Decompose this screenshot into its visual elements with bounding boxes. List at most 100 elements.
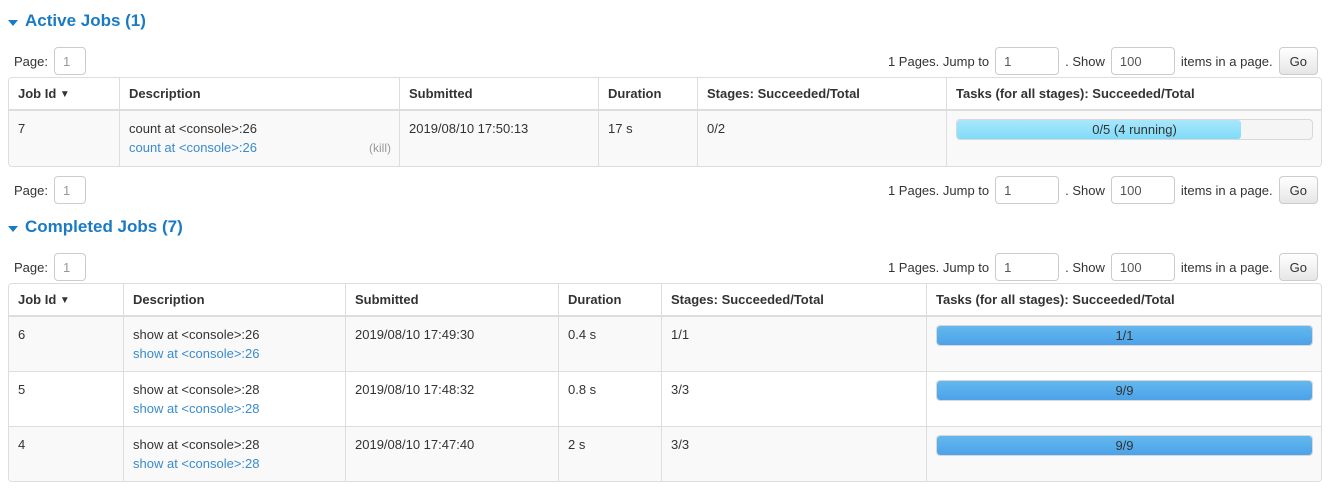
description-text: show at <console>:28: [133, 437, 260, 452]
cell-stages: 1/1: [662, 317, 927, 371]
items-in-page-label: items in a page.: [1180, 182, 1273, 198]
tasks-progress-label: 0/5 (4 running): [1092, 122, 1177, 137]
table-row: 7 count at <console>:26 count at <consol…: [9, 111, 1321, 166]
cell-job-id: 5: [9, 371, 124, 426]
cell-description: show at <console>:28 show at <console>:28: [124, 426, 346, 481]
column-header-submitted[interactable]: Submitted: [346, 284, 559, 317]
show-label: . Show: [1065, 259, 1105, 275]
tasks-progress-bar: 0/5 (4 running): [956, 119, 1313, 140]
cell-stages: 3/3: [662, 371, 927, 426]
sort-descending-icon: ▼: [59, 89, 70, 100]
cell-description: show at <console>:28 show at <console>:28: [124, 371, 346, 426]
show-label: . Show: [1065, 182, 1105, 198]
completed-page-right-group: 1 Pages. Jump to . Show items in a page.…: [888, 253, 1318, 281]
column-header-submitted[interactable]: Submitted: [400, 78, 599, 111]
items-in-page-label: items in a page.: [1180, 53, 1273, 69]
tasks-progress-fill: [957, 120, 1241, 139]
active-go-button[interactable]: Go: [1278, 47, 1318, 75]
tasks-progress-fill: [937, 326, 1312, 345]
tasks-progress-bar: 1/1: [936, 325, 1313, 346]
cell-description: count at <console>:26 count at <console>…: [120, 111, 400, 166]
column-header-job-id-label: Job Id: [18, 86, 57, 101]
column-header-job-id-label: Job Id: [18, 292, 57, 307]
description-text: show at <console>:26: [133, 327, 260, 342]
column-header-stages[interactable]: Stages: Succeeded/Total: [662, 284, 927, 317]
table-row: 4 show at <console>:28 show at <console>:2…: [9, 426, 1321, 481]
pages-jump-label: 1 Pages. Jump to: [887, 259, 990, 275]
sort-descending-icon: ▼: [59, 295, 70, 306]
cell-duration: 17 s: [599, 111, 698, 166]
cell-tasks: 9/9: [927, 426, 1321, 481]
cell-job-id: 7: [9, 111, 120, 166]
tasks-progress-label: 1/1: [1115, 328, 1134, 343]
cell-submitted: 2019/08/10 17:48:32: [346, 371, 559, 426]
active-page-number-input[interactable]: [53, 47, 86, 75]
active-jump-to-input[interactable]: [995, 47, 1060, 75]
page-label: Page:: [14, 182, 48, 198]
description-text: count at <console>:26: [129, 121, 257, 136]
active-jobs-heading[interactable]: Active Jobs (1): [8, 10, 1320, 32]
table-row: 6 show at <console>:26 show at <console>:2…: [9, 317, 1321, 371]
cell-stages: 3/3: [662, 426, 927, 481]
description-link-row: show at <console>:28: [133, 399, 337, 418]
tasks-progress-label: 9/9: [1115, 383, 1134, 398]
tasks-progress-bar: 9/9: [936, 435, 1313, 456]
active-page-number-input-bottom[interactable]: [53, 176, 86, 204]
job-description-link[interactable]: show at <console>:26: [133, 346, 260, 361]
column-header-duration[interactable]: Duration: [599, 78, 698, 111]
cell-job-id: 4: [9, 426, 124, 481]
kill-job-link[interactable]: (kill): [369, 141, 391, 155]
tasks-progress-bar: 9/9: [936, 380, 1313, 401]
cell-submitted: 2019/08/10 17:49:30: [346, 317, 559, 371]
cell-duration: 0.4 s: [559, 317, 662, 371]
tasks-progress-fill: [937, 436, 1312, 455]
items-in-page-label: items in a page.: [1180, 259, 1273, 275]
completed-jobs-heading[interactable]: Completed Jobs (7): [8, 216, 1320, 238]
column-header-job-id[interactable]: Job Id ▼: [9, 284, 124, 317]
pages-jump-label: 1 Pages. Jump to: [887, 182, 990, 198]
job-description-link[interactable]: show at <console>:28: [133, 456, 260, 471]
job-description-link[interactable]: count at <console>:26: [129, 140, 257, 155]
completed-jump-to-input[interactable]: [995, 253, 1060, 281]
cell-duration: 2 s: [559, 426, 662, 481]
table-row: 5 show at <console>:28 show at <console>:2…: [9, 371, 1321, 426]
job-description-link[interactable]: show at <console>:28: [133, 401, 260, 416]
active-jump-to-input-bottom[interactable]: [995, 176, 1060, 204]
cell-submitted: 2019/08/10 17:50:13: [400, 111, 599, 166]
show-label: . Show: [1065, 53, 1105, 69]
active-show-items-input[interactable]: [1110, 47, 1175, 75]
completed-show-items-input[interactable]: [1110, 253, 1175, 281]
active-jobs-heading-label: Active Jobs (1): [25, 11, 146, 30]
active-table-body: 7 count at <console>:26 count at <consol…: [9, 111, 1321, 166]
column-header-tasks[interactable]: Tasks (for all stages): Succeeded/Total: [927, 284, 1321, 317]
active-page-left-group-bottom: Page:: [14, 176, 86, 204]
cell-tasks: 1/1: [927, 317, 1321, 371]
cell-description: show at <console>:26 show at <console>:26: [124, 317, 346, 371]
column-header-duration[interactable]: Duration: [559, 284, 662, 317]
column-header-job-id[interactable]: Job Id ▼: [9, 78, 120, 111]
column-header-stages[interactable]: Stages: Succeeded/Total: [698, 78, 947, 111]
description-link-row: show at <console>:28: [133, 454, 337, 473]
tasks-progress-label: 9/9: [1115, 438, 1134, 453]
active-show-items-input-bottom[interactable]: [1110, 176, 1175, 204]
caret-down-icon: [8, 226, 18, 232]
completed-go-button[interactable]: Go: [1278, 253, 1318, 281]
active-jobs-table: Job Id ▼ Description Submitted Duration …: [8, 77, 1322, 167]
cell-tasks: 0/5 (4 running): [947, 111, 1321, 166]
tasks-progress-fill: [937, 381, 1312, 400]
active-go-button-bottom[interactable]: Go: [1278, 176, 1318, 204]
cell-tasks: 9/9: [927, 371, 1321, 426]
column-header-tasks[interactable]: Tasks (for all stages): Succeeded/Total: [947, 78, 1321, 111]
caret-down-icon: [8, 20, 18, 26]
cell-stages: 0/2: [698, 111, 947, 166]
column-header-description[interactable]: Description: [124, 284, 346, 317]
completed-jobs-table: Job Id ▼ Description Submitted Duration …: [8, 283, 1322, 482]
column-header-description[interactable]: Description: [120, 78, 400, 111]
cell-duration: 0.8 s: [559, 371, 662, 426]
active-table-header-row: Job Id ▼ Description Submitted Duration …: [9, 78, 1321, 111]
page-label: Page:: [14, 259, 48, 275]
completed-table-header-row: Job Id ▼ Description Submitted Duration …: [9, 284, 1321, 317]
completed-page-number-input[interactable]: [53, 253, 86, 281]
cell-job-id: 6: [9, 317, 124, 371]
